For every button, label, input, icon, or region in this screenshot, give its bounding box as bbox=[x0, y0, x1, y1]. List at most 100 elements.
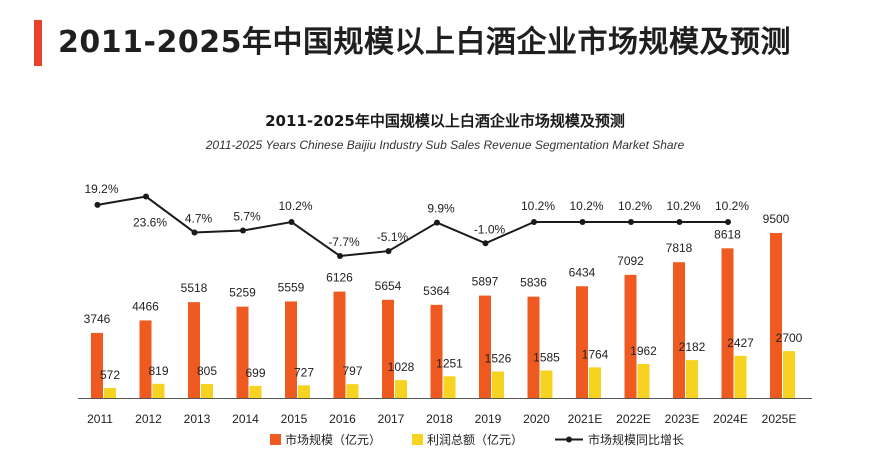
x-tick-label: 2023E bbox=[665, 412, 700, 426]
x-tick-label: 2013 bbox=[184, 412, 211, 426]
profit-bar bbox=[734, 355, 747, 398]
profit-bar bbox=[395, 380, 407, 398]
market-bar-label: 4466 bbox=[132, 299, 159, 313]
profit-bar bbox=[104, 388, 116, 398]
x-tick-label: 2020 bbox=[523, 412, 550, 426]
profit-bar-label: 1028 bbox=[388, 360, 415, 374]
growth-point bbox=[191, 229, 198, 236]
chart-title: 2011-2025年中国规模以上白酒企业市场规模及预测 bbox=[265, 112, 625, 130]
x-tick-label: 2011 bbox=[87, 412, 113, 426]
legend-growth-label: 市场规模同比增长 bbox=[588, 432, 684, 447]
profit-bar-label: 2700 bbox=[776, 331, 803, 345]
market-bar-label: 5559 bbox=[278, 280, 305, 294]
legend-market-label: 市场规模（亿元） bbox=[285, 432, 381, 447]
x-tick-label: 2024E bbox=[713, 412, 748, 426]
profit-bar-label: 699 bbox=[245, 366, 265, 380]
x-tick-label: 2012 bbox=[135, 412, 162, 426]
profit-bar-label: 1764 bbox=[582, 347, 609, 361]
growth-point-label: 10.2% bbox=[715, 199, 749, 213]
growth-point bbox=[337, 253, 343, 260]
x-tick-label: 2021E bbox=[568, 412, 603, 426]
market-bar bbox=[673, 262, 685, 398]
legend-profit-swatch bbox=[412, 434, 423, 445]
growth-line bbox=[97, 195, 728, 258]
profit-bar-label: 797 bbox=[342, 364, 362, 378]
profit-bar-label: 1962 bbox=[630, 344, 657, 358]
profit-bar-label: 2427 bbox=[727, 336, 754, 350]
market-bar-label: 3746 bbox=[84, 312, 111, 326]
growth-point bbox=[143, 193, 149, 200]
market-bar-label: 7818 bbox=[666, 241, 693, 255]
growth-point-label: 23.6% bbox=[133, 216, 167, 230]
profit-bar bbox=[201, 384, 213, 398]
profit-bar-label: 819 bbox=[148, 364, 168, 378]
market-bar bbox=[770, 233, 782, 398]
growth-point-label: 5.7% bbox=[233, 210, 261, 224]
market-bar-label: 5836 bbox=[520, 276, 547, 290]
growth-point-label: 4.7% bbox=[185, 211, 213, 225]
market-bar bbox=[91, 332, 103, 398]
x-tick-label: 2019 bbox=[475, 412, 502, 426]
page-title: 2011-2025年中国规模以上白酒企业市场规模及预测 bbox=[58, 25, 791, 60]
growth-point bbox=[240, 227, 246, 234]
market-bar bbox=[139, 320, 152, 398]
growth-point bbox=[628, 219, 634, 225]
growth-point-label: -7.7% bbox=[328, 235, 360, 249]
growth-point-label: 10.2% bbox=[278, 199, 312, 213]
growth-point-label: 10.2% bbox=[521, 199, 555, 213]
profit-bar-label: 1585 bbox=[533, 350, 560, 364]
growth-point bbox=[94, 201, 101, 208]
market-bar bbox=[333, 291, 346, 398]
profit-bar bbox=[152, 383, 165, 398]
profit-bar bbox=[492, 371, 504, 398]
x-tick-label: 2022E bbox=[616, 412, 651, 426]
market-bar-label: 5364 bbox=[423, 284, 450, 298]
profit-bar bbox=[346, 384, 359, 398]
market-bar bbox=[479, 295, 491, 398]
x-tick-label: 2025E bbox=[762, 412, 797, 426]
market-bar-label: 7092 bbox=[617, 254, 644, 268]
profit-bar-label: 805 bbox=[197, 364, 217, 378]
growth-point-label: -1.0% bbox=[474, 222, 506, 236]
market-bar-label: 5518 bbox=[181, 281, 208, 295]
x-tick-label: 2017 bbox=[378, 412, 405, 426]
profit-bar bbox=[540, 370, 553, 398]
legend-market-swatch bbox=[270, 434, 281, 445]
market-bar-label: 5259 bbox=[229, 286, 256, 300]
market-bar bbox=[188, 302, 200, 398]
x-tick-label: 2016 bbox=[329, 412, 356, 426]
profit-bar bbox=[783, 351, 795, 398]
market-bar-label: 6126 bbox=[326, 271, 353, 285]
growth-point bbox=[385, 248, 392, 255]
growth-point bbox=[676, 219, 683, 225]
market-bar bbox=[527, 296, 540, 398]
growth-point bbox=[434, 219, 440, 226]
title-accent-bar bbox=[34, 20, 42, 66]
legend-profit-label: 利润总额（亿元） bbox=[427, 432, 523, 447]
growth-point-label: -5.1% bbox=[377, 230, 409, 244]
profit-bar-label: 1526 bbox=[485, 351, 512, 365]
market-bar-label: 5897 bbox=[472, 275, 499, 289]
market-bar bbox=[624, 274, 637, 398]
market-bar-label: 6434 bbox=[569, 265, 596, 279]
market-bar-label: 9500 bbox=[763, 212, 790, 226]
market-bar bbox=[236, 306, 249, 398]
market-bar bbox=[430, 304, 443, 398]
growth-point bbox=[725, 219, 731, 225]
growth-point-label: 10.2% bbox=[569, 199, 603, 213]
profit-bar bbox=[298, 385, 310, 398]
profit-bar bbox=[637, 363, 650, 398]
profit-bar-label: 572 bbox=[100, 368, 120, 382]
growth-point bbox=[531, 219, 537, 225]
profit-bar-label: 1251 bbox=[436, 356, 463, 370]
profit-bar bbox=[249, 385, 262, 398]
market-bar bbox=[721, 248, 734, 398]
chart-subtitle: 2011-2025 Years Chinese Baijiu Industry … bbox=[205, 138, 685, 152]
market-bar-label: 5654 bbox=[375, 279, 402, 293]
growth-point-label: 9.9% bbox=[427, 202, 455, 216]
market-bar bbox=[285, 301, 297, 398]
growth-point-label: 10.2% bbox=[618, 199, 652, 213]
growth-point-label: 10.2% bbox=[666, 199, 700, 213]
profit-bar bbox=[589, 367, 601, 398]
x-tick-label: 2014 bbox=[232, 412, 259, 426]
